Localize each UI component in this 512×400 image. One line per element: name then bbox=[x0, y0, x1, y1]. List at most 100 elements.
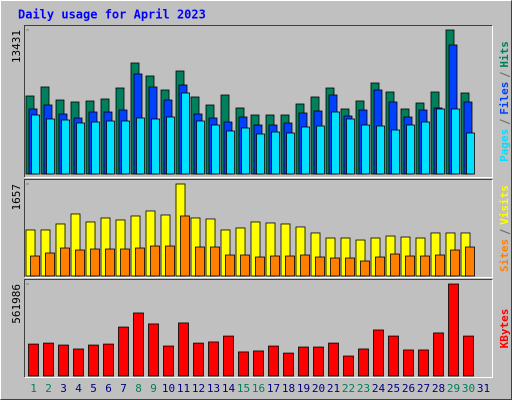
bar bbox=[223, 335, 234, 377]
x-tick-label: 23 bbox=[357, 382, 370, 395]
bar bbox=[463, 335, 474, 377]
bar bbox=[30, 255, 40, 277]
bar bbox=[255, 256, 265, 277]
bar bbox=[136, 117, 145, 175]
bar bbox=[208, 341, 219, 377]
bar bbox=[391, 129, 400, 175]
bar bbox=[313, 346, 324, 377]
bar bbox=[418, 349, 429, 377]
bar bbox=[346, 118, 355, 175]
legend-label: Hits bbox=[498, 41, 511, 68]
bar bbox=[225, 254, 235, 277]
bar bbox=[286, 132, 295, 175]
x-tick-label: 1 bbox=[30, 382, 37, 395]
bar bbox=[61, 119, 70, 175]
bar bbox=[105, 248, 115, 277]
bar bbox=[451, 108, 460, 175]
plot-border-dark bbox=[24, 279, 493, 378]
x-tick-label: 19 bbox=[297, 382, 310, 395]
bar bbox=[450, 249, 460, 277]
legend-separator bbox=[499, 229, 511, 235]
bar bbox=[268, 345, 279, 377]
x-tick-label: 26 bbox=[402, 382, 415, 395]
bar bbox=[91, 121, 100, 175]
bar bbox=[76, 122, 85, 175]
bar bbox=[285, 255, 295, 277]
bar bbox=[88, 344, 99, 377]
y-tick-label: 561986 bbox=[10, 284, 23, 324]
bar bbox=[90, 248, 100, 277]
bar bbox=[135, 247, 145, 277]
x-tick-label: 14 bbox=[222, 382, 236, 395]
bar bbox=[45, 252, 55, 277]
bar bbox=[388, 335, 399, 377]
bar bbox=[360, 260, 370, 277]
bar bbox=[180, 215, 190, 277]
plot-border-light bbox=[24, 279, 493, 378]
bar bbox=[376, 125, 385, 175]
bar bbox=[358, 348, 369, 377]
plot-border-light bbox=[24, 25, 493, 178]
x-tick-label: 7 bbox=[120, 382, 127, 395]
bar bbox=[193, 342, 204, 377]
bar bbox=[420, 255, 430, 277]
bar bbox=[373, 329, 384, 377]
bar bbox=[150, 245, 160, 277]
bar bbox=[343, 355, 354, 377]
bar bbox=[435, 254, 445, 277]
x-tick-label: 11 bbox=[177, 382, 190, 395]
x-tick-label: 22 bbox=[342, 382, 355, 395]
bar bbox=[75, 249, 85, 277]
bar bbox=[390, 253, 400, 277]
x-tick-label: 12 bbox=[192, 382, 205, 395]
x-tick-label: 16 bbox=[252, 382, 265, 395]
x-tick-label: 4 bbox=[75, 382, 82, 395]
bar bbox=[298, 346, 309, 377]
bar bbox=[316, 125, 325, 175]
bar bbox=[405, 255, 415, 277]
bar bbox=[465, 246, 475, 277]
x-tick-label: 5 bbox=[90, 382, 97, 395]
bar bbox=[345, 257, 355, 277]
x-tick-label: 13 bbox=[207, 382, 220, 395]
x-tick-label: 27 bbox=[417, 382, 430, 395]
legend-separator bbox=[499, 119, 511, 125]
bar bbox=[28, 343, 39, 377]
bar bbox=[58, 344, 69, 377]
plot-border-dark bbox=[24, 179, 493, 278]
bar bbox=[375, 256, 385, 277]
legend-label: Pages bbox=[498, 129, 511, 162]
bar bbox=[253, 350, 264, 377]
bar bbox=[238, 351, 249, 377]
bar bbox=[181, 92, 190, 175]
x-tick-label: 25 bbox=[387, 382, 400, 395]
bar bbox=[211, 124, 220, 175]
bar bbox=[151, 118, 160, 175]
bar bbox=[31, 114, 40, 175]
bar bbox=[301, 126, 310, 175]
x-tick-label: 2 bbox=[45, 382, 52, 395]
bar bbox=[165, 245, 175, 277]
bar bbox=[166, 116, 175, 175]
bar bbox=[118, 326, 129, 377]
plot-border-dark bbox=[24, 25, 493, 178]
bar bbox=[241, 127, 250, 175]
legend-label: KBytes bbox=[498, 309, 511, 349]
bar bbox=[163, 345, 174, 377]
bar bbox=[466, 132, 475, 175]
bar bbox=[271, 131, 280, 175]
x-tick-label: 17 bbox=[267, 382, 280, 395]
bar bbox=[406, 124, 415, 175]
x-tick-label: 28 bbox=[432, 382, 445, 395]
bar bbox=[331, 111, 340, 175]
bar bbox=[283, 352, 294, 377]
plot-border-light bbox=[24, 179, 493, 278]
y-tick-label: 13431 bbox=[10, 30, 23, 63]
bar bbox=[328, 342, 339, 377]
bar bbox=[120, 248, 130, 277]
x-tick-label: 6 bbox=[105, 382, 112, 395]
bar bbox=[106, 120, 115, 175]
